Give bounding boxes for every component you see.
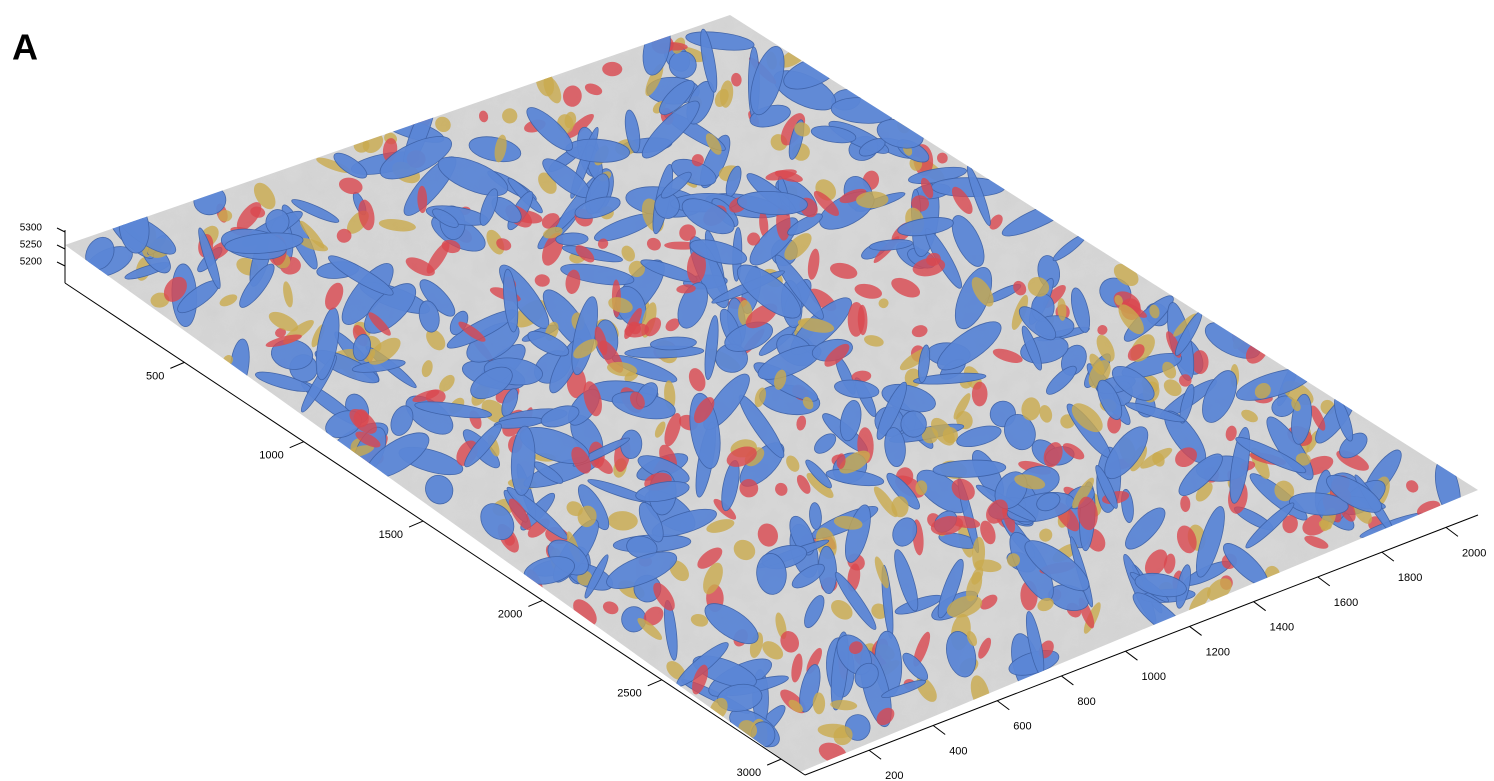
x-tick-label: 1000: [259, 450, 283, 462]
y-tick-label: 400: [949, 745, 967, 757]
y-tick: [1318, 577, 1330, 586]
z-tick-label: 5300: [20, 223, 43, 234]
y-tick-label: 800: [1077, 696, 1095, 708]
y-tick: [869, 750, 881, 759]
y-tick-label: 1600: [1334, 597, 1358, 609]
x-tick: [409, 521, 423, 527]
x-tick: [648, 680, 662, 686]
z-tick: [57, 262, 65, 266]
y-tick: [1254, 602, 1266, 611]
z-tick-label: 5250: [20, 240, 43, 251]
y-tick-label: 1400: [1270, 622, 1294, 634]
x-tick-label: 2500: [617, 688, 641, 700]
x-tick: [290, 442, 304, 448]
y-tick: [933, 725, 945, 734]
y-tick: [1382, 552, 1394, 561]
y-tick-label: 1200: [1206, 646, 1230, 658]
y-tick: [1125, 651, 1137, 660]
z-tick: [57, 245, 65, 249]
surface: [0, 0, 1494, 781]
y-tick: [1446, 527, 1458, 536]
texture-blob: [931, 177, 1004, 197]
x-tick: [528, 600, 542, 606]
chart: A 500 1000 1500 2000 2500 3000 200 400 600 800 100…: [0, 0, 1494, 781]
y-tick-label: 1000: [1141, 671, 1165, 683]
x-tick: [767, 759, 781, 765]
y-tick: [997, 701, 1009, 710]
z-tick: [57, 228, 65, 232]
y-tick-label: 1800: [1398, 572, 1422, 584]
panel-label: A: [12, 27, 38, 68]
x-tick-label: 2000: [498, 608, 522, 620]
y-tick-label: 200: [885, 770, 903, 781]
y-tick: [1190, 626, 1202, 635]
y-tick: [1061, 676, 1073, 685]
x-tick-label: 1500: [379, 529, 403, 541]
x-tick-label: 500: [146, 370, 164, 382]
y-tick-label: 600: [1013, 721, 1031, 733]
y-tick-label: 2000: [1462, 547, 1486, 559]
x-tick-label: 3000: [737, 767, 761, 779]
x-tick: [170, 362, 184, 368]
z-tick-label: 5200: [20, 257, 43, 268]
